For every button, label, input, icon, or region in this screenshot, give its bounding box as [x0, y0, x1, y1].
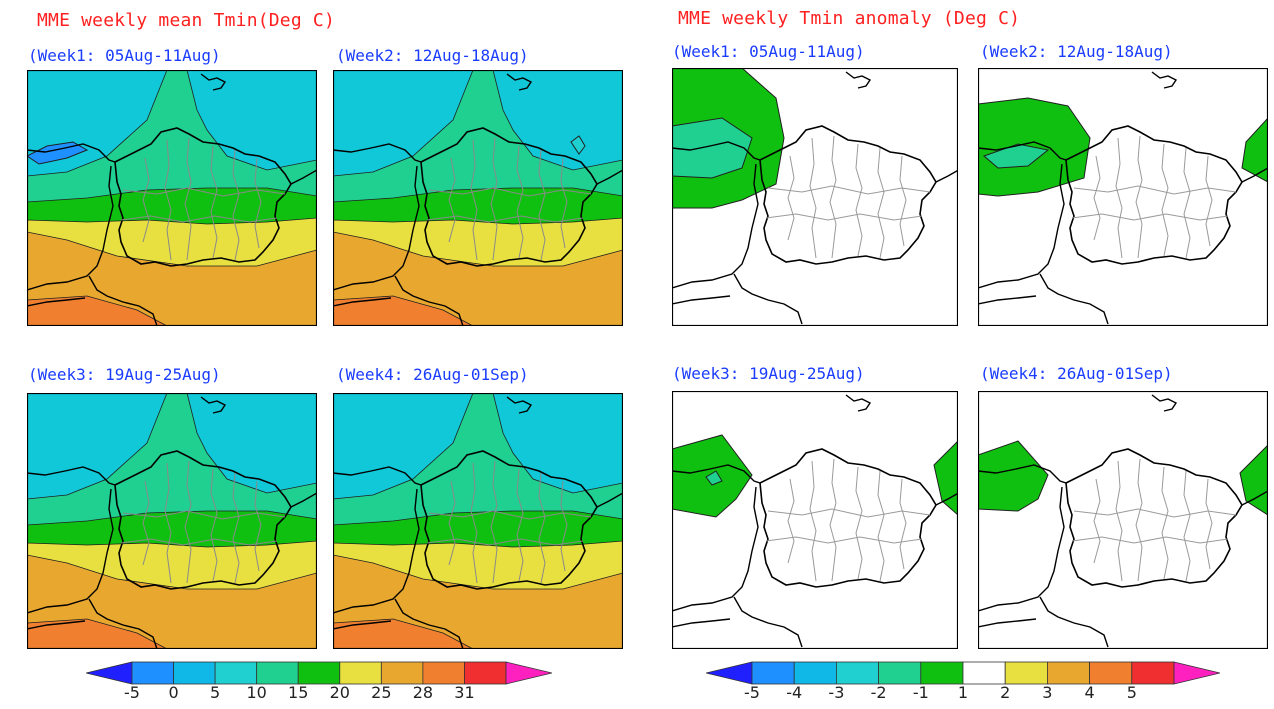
- colorbar-swatch: [131, 661, 174, 685]
- colorbar-swatch: [706, 661, 753, 685]
- anomaly-map-week2: 28N28N27N26N89E89.5E90E90.5E91E91.5E92E: [978, 68, 1268, 326]
- tmin-map-week3: 28N28N27N26N89E89.5E90E90.5E91E91.5E92E: [27, 393, 317, 649]
- colorbar-swatch: [339, 661, 382, 685]
- right-title: MME weekly Tmin anomaly (Deg C): [678, 8, 1021, 29]
- colorbar-swatch: [297, 661, 341, 685]
- colorbar-tick-label: -3: [828, 683, 845, 702]
- colorbar-swatch: [380, 661, 424, 685]
- colorbar-tick-label: 10: [246, 683, 267, 702]
- week-label-left-4: (Week4: 26Aug-01Sep): [336, 365, 529, 384]
- colorbar-tick-label: -5: [744, 683, 760, 702]
- colorbar-swatch: [1131, 661, 1175, 685]
- colorbar-tick-label: -4: [786, 683, 803, 702]
- colorbar-tick-label: 0: [168, 683, 179, 702]
- week-label-left-1: (Week1: 05Aug-11Aug): [28, 46, 221, 65]
- colorbar-tick-label: -5: [124, 683, 140, 702]
- colorbar-tick-label: 28: [412, 683, 434, 702]
- colorbar-swatch: [86, 661, 133, 685]
- right-colorbar: [706, 661, 1220, 685]
- week-label-right-2: (Week2: 12Aug-18Aug): [980, 42, 1173, 61]
- colorbar-swatch: [878, 661, 922, 685]
- colorbar-tick-label: 20: [329, 683, 350, 702]
- colorbar-tick-label: 2: [1000, 683, 1011, 702]
- tmin-map-week1: 28N28N27N26N89E89.5E90E90.5E91E91.5E92E: [27, 70, 317, 326]
- anomaly-map-week3: 28N28N27N26N89E89.5E90E90.5E91E91.5E92E: [672, 391, 958, 649]
- colorbar-swatch: [835, 661, 879, 685]
- colorbar-swatch: [962, 661, 1006, 685]
- colorbar-tick-label: 5: [1126, 683, 1137, 702]
- left-title: MME weekly mean Tmin(Deg C): [37, 10, 335, 31]
- anomaly-map-week4: 28N28N27N26N89E89.5E90E90.5E91E91.5E92E: [978, 391, 1268, 649]
- colorbar-tick-label: 3: [1042, 683, 1053, 702]
- colorbar-tick-label: 15: [288, 683, 309, 702]
- colorbar-swatch: [422, 661, 465, 685]
- week-label-left-3: (Week3: 19Aug-25Aug): [28, 365, 221, 384]
- colorbar-swatch: [1046, 661, 1090, 685]
- colorbar-tick-label: -2: [870, 683, 887, 702]
- colorbar-tick-label: 1: [957, 683, 969, 702]
- colorbar-tick-label: 4: [1084, 683, 1095, 702]
- colorbar-swatch: [505, 661, 552, 685]
- tmin-map-week4: 28N28N27N26N89E89.5E90E90.5E91E91.5E92E: [333, 393, 623, 649]
- colorbar-swatch: [751, 661, 795, 685]
- colorbar-tick-label: 25: [371, 683, 392, 702]
- colorbar-tick-label: 31: [454, 683, 475, 702]
- colorbar-tick-label: -1: [912, 683, 929, 702]
- colorbar-swatch: [1173, 661, 1220, 685]
- week-label-right-1: (Week1: 05Aug-11Aug): [672, 42, 865, 61]
- colorbar-swatch: [793, 661, 837, 685]
- tmin-map-week2: 28N28N27N26N89E89.5E90E90.5E91E91.5E92E: [333, 70, 623, 326]
- week-label-right-4: (Week4: 26Aug-01Sep): [980, 364, 1173, 383]
- colorbar-swatch: [173, 661, 216, 685]
- colorbar-swatch: [1004, 661, 1048, 685]
- left-colorbar: [86, 661, 552, 685]
- week-label-left-2: (Week2: 12Aug-18Aug): [336, 46, 529, 65]
- colorbar-swatch: [256, 661, 299, 685]
- colorbar-swatch: [1089, 661, 1133, 685]
- colorbar-tick-label: 5: [210, 683, 221, 702]
- colorbar-swatch: [214, 661, 258, 685]
- colorbar-swatch: [464, 661, 507, 685]
- colorbar-swatch: [920, 661, 964, 685]
- anomaly-map-week1: 28N28N27N26N89E89.5E90E90.5E91E91.5E92E: [672, 68, 958, 326]
- week-label-right-3: (Week3: 19Aug-25Aug): [672, 364, 865, 383]
